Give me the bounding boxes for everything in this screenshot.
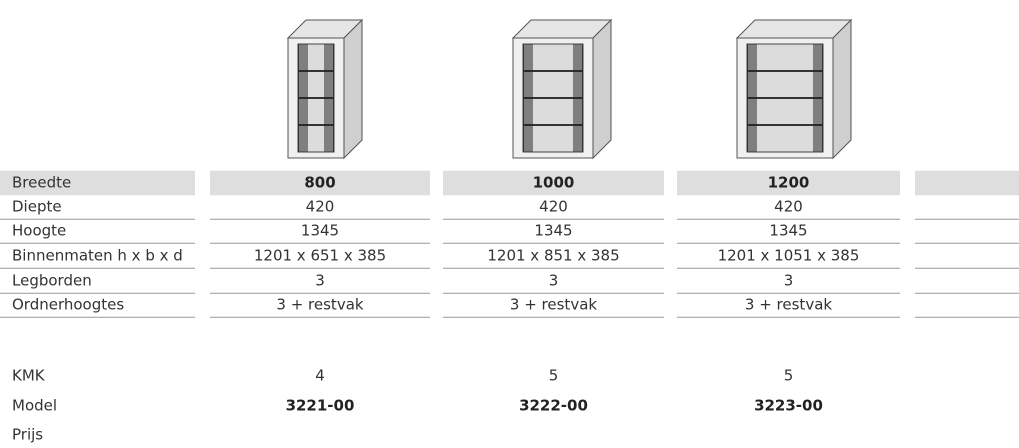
row-label: KMK <box>12 367 46 385</box>
cell-value: 1345 <box>301 222 339 240</box>
cell-value: 1201 x 651 x 385 <box>254 247 386 265</box>
cell-value: 5 <box>549 367 559 385</box>
cell-value: 4 <box>315 367 325 385</box>
cell-value: 5 <box>784 367 794 385</box>
cabinet-side <box>592 18 612 160</box>
cell-value: 420 <box>774 198 803 216</box>
header-band <box>0 170 195 196</box>
row-label: Binnenmaten h x b x d <box>12 247 183 265</box>
header-band <box>210 170 430 196</box>
cell-value: 1000 <box>533 174 575 192</box>
cell-value: 3221-00 <box>286 397 355 415</box>
row-label: Hoogte <box>12 222 66 240</box>
cell-value: 1345 <box>534 222 572 240</box>
cell-value: 3 <box>784 272 794 290</box>
cabinet-side <box>343 18 363 160</box>
row-label: Legborden <box>12 272 92 290</box>
row-label: Diepte <box>12 198 62 216</box>
cell-value: 3222-00 <box>519 397 588 415</box>
cell-value: 420 <box>539 198 568 216</box>
cell-value: 1201 x 851 x 385 <box>487 247 619 265</box>
cell-value: 3223-00 <box>754 397 823 415</box>
cell-value: 1201 x 1051 x 385 <box>718 247 860 265</box>
cabinet-top <box>735 19 853 39</box>
cell-value: 3 + restvak <box>276 296 363 314</box>
row-label: Breedte <box>12 174 71 192</box>
header-band <box>677 170 900 196</box>
cabinet-side <box>832 18 852 160</box>
row-label: Model <box>12 397 57 415</box>
row-label: Prijs <box>12 426 43 444</box>
cell-value: 3 <box>549 272 559 290</box>
header-band <box>915 170 1019 196</box>
cell-value: 1200 <box>768 174 810 192</box>
cell-value: 1345 <box>769 222 807 240</box>
header-band <box>443 170 664 196</box>
cell-value: 3 + restvak <box>510 296 597 314</box>
cell-value: 3 <box>315 272 325 290</box>
cell-value: 800 <box>304 174 335 192</box>
cell-value: 3 + restvak <box>745 296 832 314</box>
cell-value: 420 <box>306 198 335 216</box>
row-label: Ordnerhoogtes <box>12 296 124 314</box>
